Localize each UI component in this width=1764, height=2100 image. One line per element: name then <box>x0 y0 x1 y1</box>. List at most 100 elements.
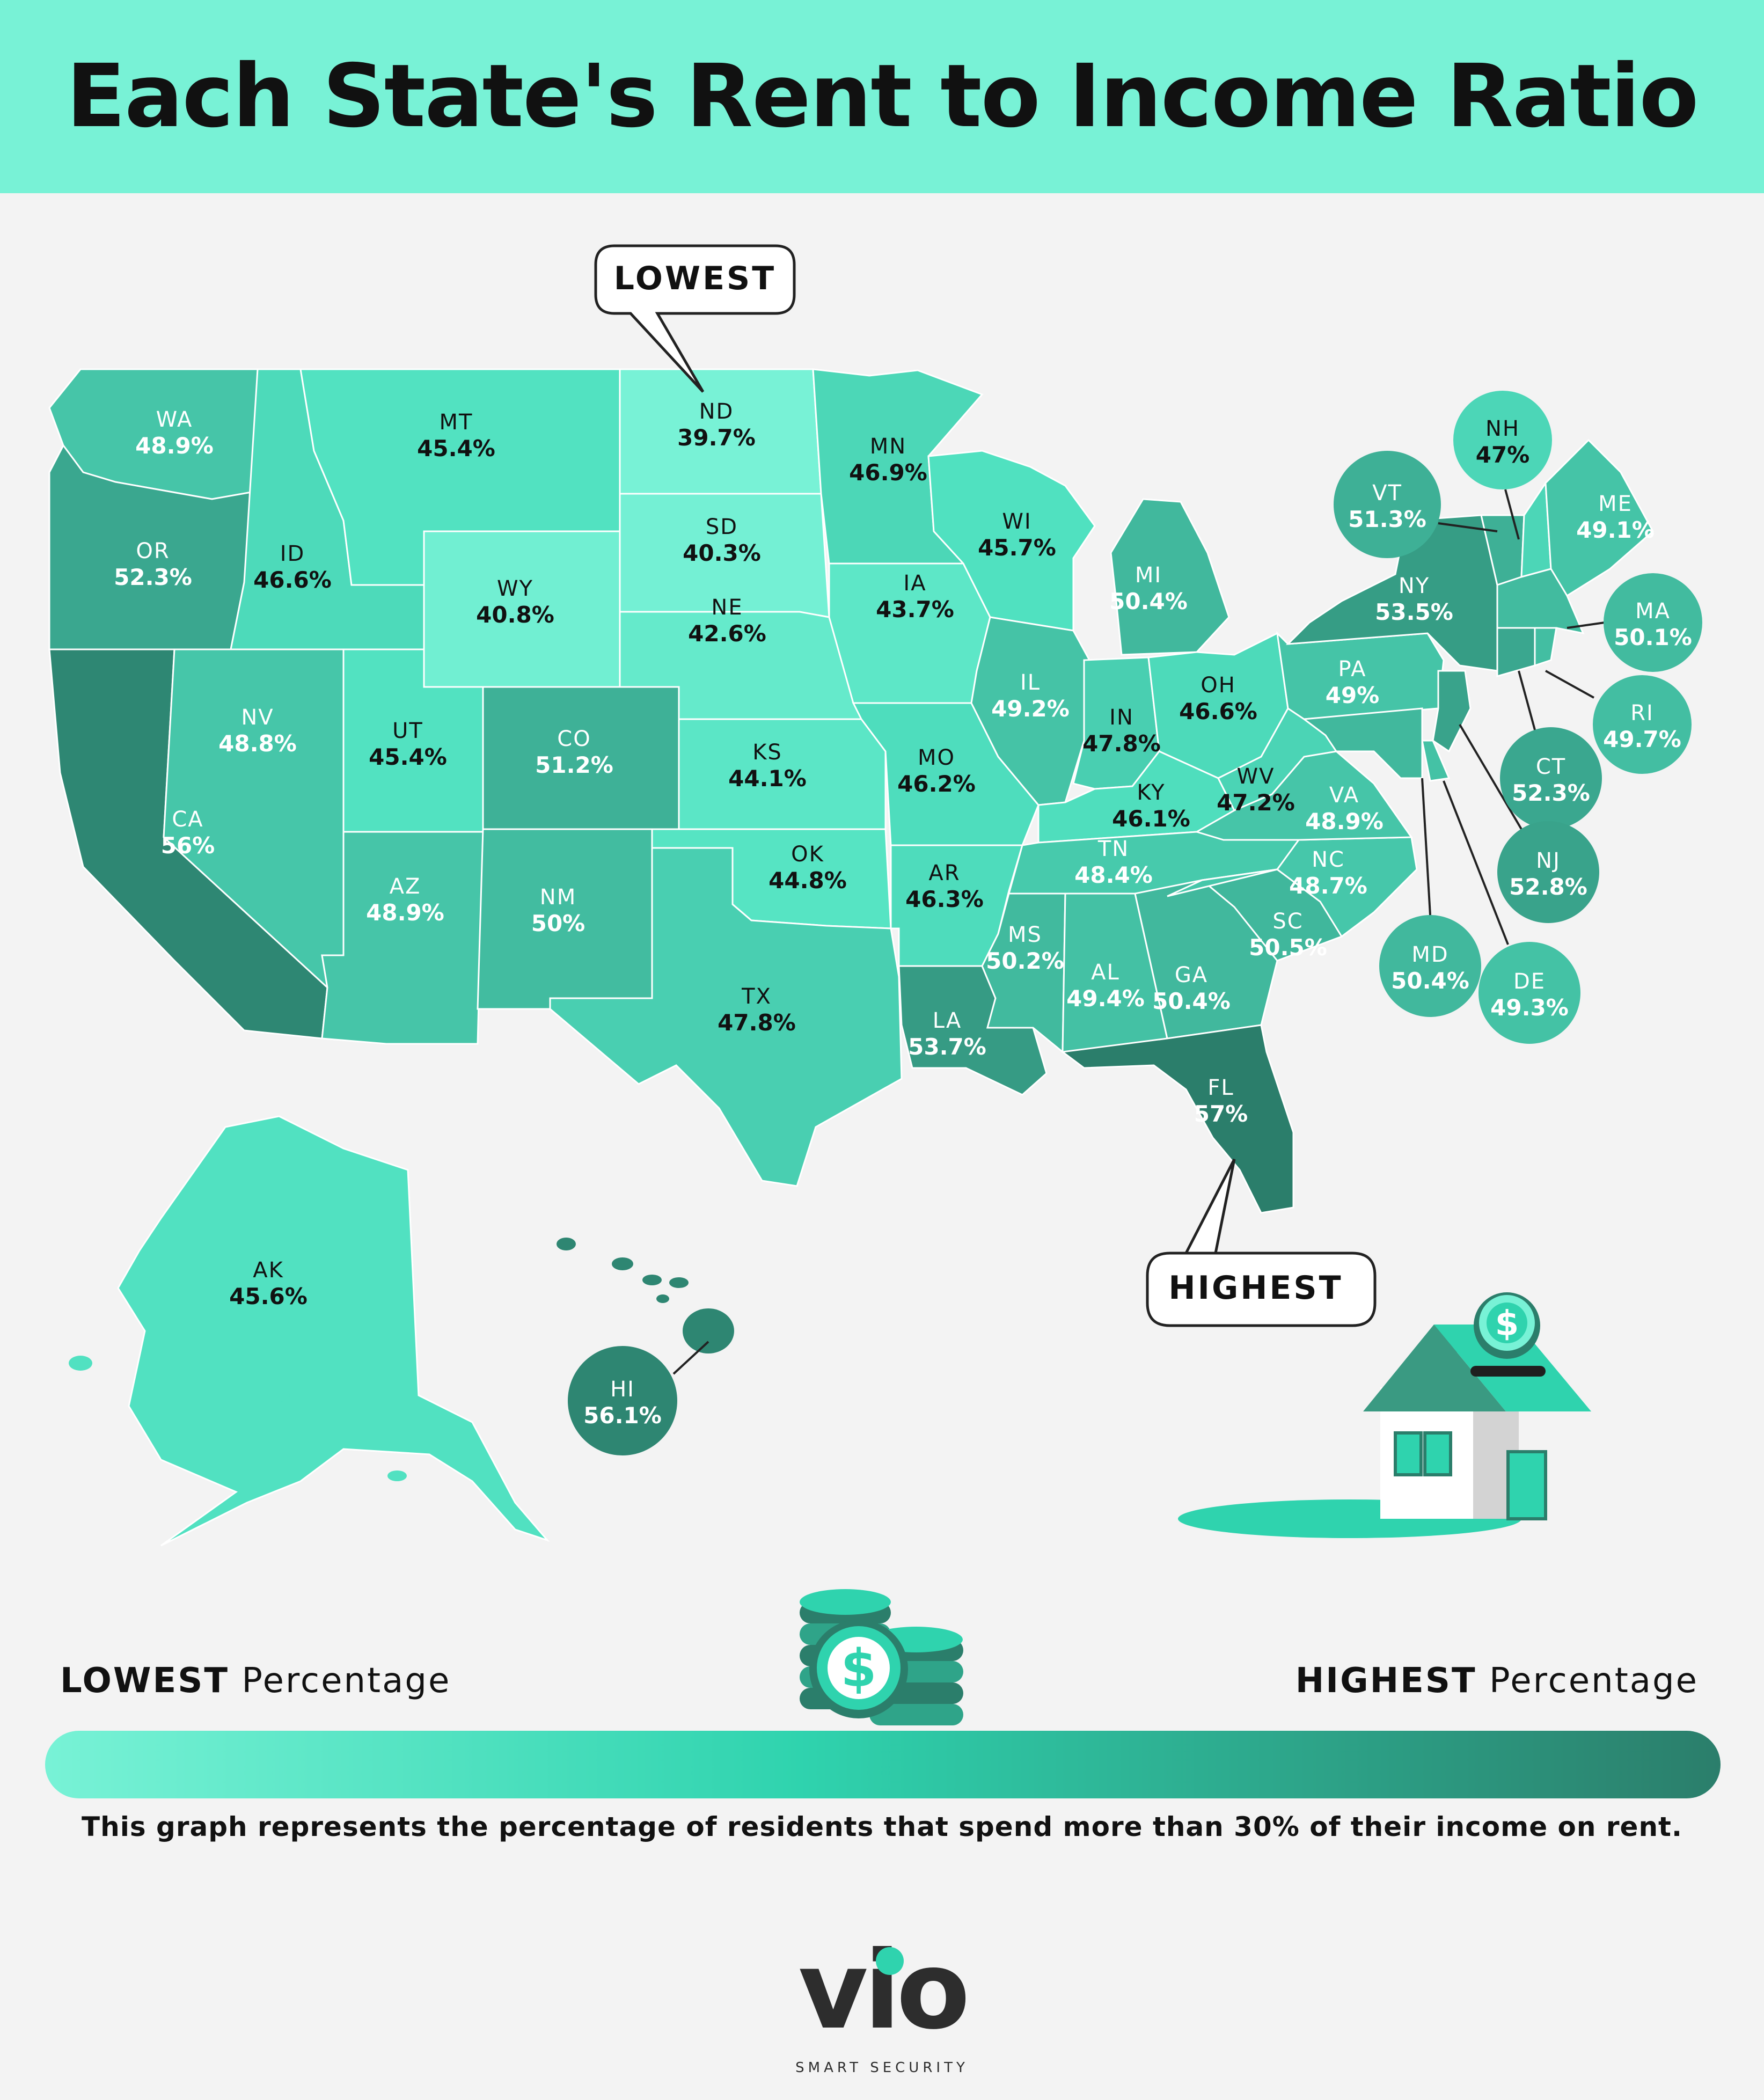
state-value-pa: 49% <box>1326 682 1380 708</box>
legend-highest-label: HIGHEST Percentage <box>1295 1661 1699 1701</box>
state-value-al: 49.4% <box>1066 985 1145 1012</box>
state-code-ut: UT <box>392 719 423 743</box>
state-value-nj: 52.8% <box>1509 874 1587 900</box>
state-code-ca: CA <box>172 807 203 832</box>
bubble-hi <box>568 1346 677 1455</box>
state-fl <box>1060 1024 1294 1214</box>
state-code-nm: NM <box>540 885 576 910</box>
state-value-mn: 46.9% <box>849 459 927 486</box>
state-code-pa: PA <box>1338 657 1367 682</box>
bubble-ri <box>1593 675 1692 774</box>
state-code-wi: WI <box>1002 509 1031 534</box>
state-code-tx: TX <box>741 984 772 1009</box>
state-value-la: 53.7% <box>908 1034 986 1060</box>
state-code-md: MD <box>1411 942 1448 967</box>
legend-highest-text: Percentage <box>1489 1661 1699 1701</box>
state-value-ga: 50.4% <box>1152 988 1231 1014</box>
state-code-nj: NJ <box>1536 848 1561 873</box>
state-value-nc: 48.7% <box>1289 873 1367 899</box>
state-mi <box>1110 498 1230 656</box>
state-value-nh: 47% <box>1476 442 1530 468</box>
state-value-in: 47.8% <box>1082 730 1161 757</box>
hawaii-island-5 <box>656 1294 669 1303</box>
coin-stack-icon: $ <box>800 1589 963 1725</box>
state-value-mt: 45.4% <box>417 435 495 462</box>
state-code-de: DE <box>1513 969 1546 994</box>
state-value-mo: 46.2% <box>897 771 976 797</box>
state-value-co: 51.2% <box>535 752 613 778</box>
state-md <box>1301 707 1423 779</box>
caption: This graph represents the percentage of … <box>82 1811 1682 1842</box>
house-illustration: $ <box>1178 1292 1591 1538</box>
state-value-ct: 52.3% <box>1512 780 1590 806</box>
legend-lowest-bold: LOWEST <box>60 1661 229 1701</box>
hawaii-island-2 <box>612 1257 633 1270</box>
state-code-ok: OK <box>791 842 824 867</box>
legend-lowest-label: LOWEST Percentage <box>60 1661 451 1701</box>
dollar-sign-icon: $ <box>1495 1304 1519 1344</box>
leader-line-de <box>1443 780 1509 945</box>
alaska-island-3 <box>387 1470 407 1481</box>
state-value-de: 49.3% <box>1490 994 1569 1021</box>
bubble-md <box>1379 915 1481 1017</box>
logo-tagline: SMART SECURITY <box>795 2060 969 2076</box>
state-code-al: AL <box>1091 960 1120 985</box>
bubble-ma <box>1604 573 1702 672</box>
state-value-sd: 40.3% <box>683 540 761 566</box>
state-value-nv: 48.8% <box>218 730 297 757</box>
state-nj <box>1432 670 1472 753</box>
highest-callout: HIGHEST <box>1146 1158 1377 1327</box>
state-code-ms: MS <box>1008 923 1042 947</box>
leader-line-nh <box>1504 489 1520 540</box>
state-value-ak: 45.6% <box>229 1283 308 1309</box>
state-code-ar: AR <box>928 861 960 886</box>
state-code-az: AZ <box>390 874 421 899</box>
state-value-ok: 44.8% <box>768 867 847 894</box>
state-value-ca: 56% <box>161 832 215 859</box>
state-value-nd: 39.7% <box>677 425 756 451</box>
state-code-sc: SC <box>1272 909 1303 934</box>
state-code-wy: WY <box>497 576 533 601</box>
state-tx <box>549 847 903 1187</box>
state-value-ar: 46.3% <box>905 886 984 912</box>
state-value-wv: 47.2% <box>1217 789 1295 816</box>
state-code-ga: GA <box>1175 963 1208 987</box>
state-nc <box>1167 836 1418 938</box>
state-code-ne: NE <box>711 595 743 620</box>
state-code-ks: KS <box>752 740 782 765</box>
state-value-ma: 50.1% <box>1614 624 1692 650</box>
state-value-id: 46.6% <box>253 567 332 593</box>
hawaii-island-3 <box>642 1275 662 1285</box>
bubble-nj <box>1497 821 1599 923</box>
state-value-sc: 50.5% <box>1249 934 1327 961</box>
bubble-ct <box>1500 727 1602 829</box>
state-value-wa: 48.9% <box>135 433 214 459</box>
state-value-il: 49.2% <box>991 696 1070 722</box>
state-code-ny: NY <box>1399 574 1430 598</box>
leader-line-ma <box>1567 621 1605 629</box>
state-code-nv: NV <box>241 705 274 730</box>
state-code-me: ME <box>1598 492 1633 516</box>
alaska-island-2 <box>268 1389 290 1402</box>
state-value-mi: 50.4% <box>1109 588 1188 614</box>
state-code-mi: MI <box>1135 563 1162 588</box>
state-ct <box>1496 627 1536 677</box>
state-az <box>321 831 484 1045</box>
state-code-ct: CT <box>1536 755 1566 779</box>
state-value-me: 49.1% <box>1576 517 1655 543</box>
state-value-ri: 49.7% <box>1603 726 1681 752</box>
state-code-tn: TN <box>1097 837 1129 861</box>
alaska-island-1 <box>69 1356 92 1371</box>
page-title: Each State's Rent to Income Ratio <box>66 46 1699 147</box>
state-value-hi: 56.1% <box>583 1402 662 1429</box>
state-value-tn: 48.4% <box>1074 862 1153 888</box>
leader-line-vt <box>1438 522 1498 532</box>
state-value-ne: 42.6% <box>688 620 766 647</box>
state-code-fl: FL <box>1207 1075 1234 1100</box>
state-value-wy: 40.8% <box>476 602 554 628</box>
legend-highest-bold: HIGHEST <box>1295 1661 1477 1701</box>
bubble-vt <box>1334 451 1441 558</box>
state-value-fl: 57% <box>1194 1101 1248 1127</box>
